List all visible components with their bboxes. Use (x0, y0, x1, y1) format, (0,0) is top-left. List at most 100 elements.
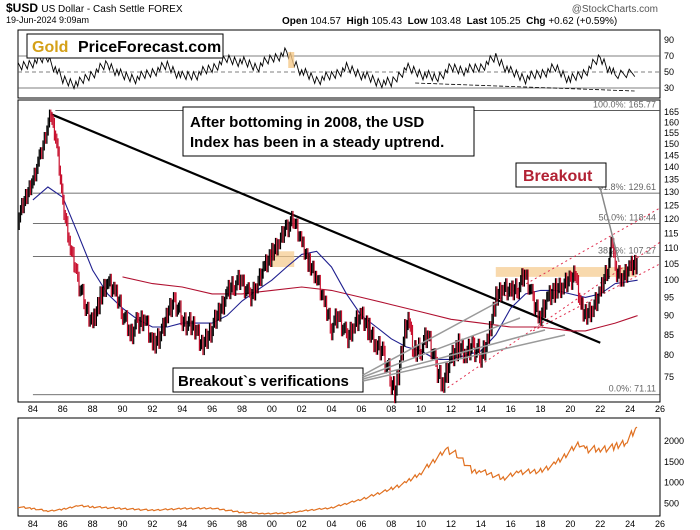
price-tick-label: 165 (664, 107, 679, 117)
year-tick-label: 88 (88, 404, 98, 414)
low-value: 103.48 (430, 16, 462, 27)
gold-tick-label: 1500 (664, 457, 684, 467)
year-tick-label: 92 (147, 404, 157, 414)
year-tick-label: 90 (118, 404, 128, 414)
last-label: Last (466, 16, 488, 27)
verifications-label: Breakout`s verifications (178, 373, 349, 390)
year-tick-label: 02 (297, 404, 307, 414)
year-tick-label: 10 (416, 404, 426, 414)
gold-tick-label: 1000 (664, 478, 684, 488)
resistance-zone (495, 267, 637, 277)
year-tick-label: 92 (147, 519, 157, 529)
fib-label: 0.0%: 71.11 (609, 384, 656, 394)
year-tick-label: 08 (386, 404, 396, 414)
verification-arrow-1 (362, 301, 499, 376)
rsi-tick-label: 90 (664, 35, 674, 45)
logo-box (26, 33, 224, 59)
high-value: 105.43 (371, 16, 403, 27)
year-tick-label: 20 (565, 519, 575, 529)
logo-priceforecast: PriceForecast.com (78, 39, 221, 56)
fib-label: 61.8%: 129.61 (598, 182, 656, 192)
price-tick-label: 105 (664, 259, 679, 269)
year-tick-label: 12 (446, 404, 456, 414)
last-value: 105.25 (489, 16, 521, 27)
year-tick-label: 84 (28, 404, 38, 414)
chg-label: Chg (526, 16, 546, 27)
verification-arrow-3 (362, 329, 546, 380)
year-tick-label: 06 (356, 519, 366, 529)
year-tick-label: 18 (536, 519, 546, 529)
year-tick-label: 12 (446, 519, 456, 529)
year-tick-label: 26 (655, 404, 665, 414)
year-tick-label: 08 (386, 519, 396, 529)
verification-arrows (362, 301, 566, 382)
year-tick-label: 00 (267, 404, 277, 414)
open-label: Open (282, 16, 308, 27)
year-tick-label: 04 (327, 519, 337, 529)
rsi-line (17, 46, 636, 90)
price-tick-label: 90 (664, 311, 674, 321)
year-tick-label: 14 (476, 519, 486, 529)
price-tick-label: 100 (664, 275, 679, 285)
fib-label: 100.0%: 165.77 (593, 99, 656, 109)
symbol: $USD (6, 1, 39, 15)
symbol-name: US Dollar - Cash Settle (41, 4, 145, 15)
rsi-tick-label: 50 (664, 67, 674, 77)
gold-line (17, 426, 638, 515)
price-tick-label: 135 (664, 174, 679, 184)
price-tick-label: 80 (664, 350, 674, 360)
year-tick-label: 10 (416, 519, 426, 529)
verification-arrow-4 (362, 334, 566, 382)
year-tick-label: 22 (595, 404, 605, 414)
price-tick-label: 140 (664, 162, 679, 172)
verifications-box (172, 367, 364, 393)
price-tick-label: 145 (664, 150, 679, 160)
year-tick-label: 00 (267, 519, 277, 529)
price-tick-label: 75 (664, 372, 674, 382)
year-tick-label: 20 (565, 404, 575, 414)
year-tick-label: 88 (88, 519, 98, 529)
chg-value: +0.62 (+0.59%) (548, 16, 618, 27)
open-value: 104.57 (310, 16, 341, 27)
trend-channel-lower (443, 241, 661, 391)
chart-header: $USD US Dollar - Cash Settle FOREX (6, 1, 183, 15)
gold-tick-label: 2000 (664, 436, 684, 446)
price-tick-label: 125 (664, 200, 679, 210)
rsi-divergence-line (415, 82, 635, 92)
breakout-box (515, 162, 607, 188)
year-tick-label: 96 (207, 519, 217, 529)
year-tick-label: 22 (595, 519, 605, 529)
price-tick-label: 110 (664, 243, 678, 253)
uptrend-annotation-box (182, 106, 475, 157)
ohlc-readout: Open 104.57 High 105.43 Low 103.48 Last … (282, 16, 617, 27)
breakout-arrow (599, 186, 620, 263)
year-tick-label: 86 (58, 404, 68, 414)
fib-label: 38.2%: 107.27 (598, 246, 656, 256)
uptrend-annotation-line1: After bottoming in 2008, the USD (190, 114, 424, 131)
year-tick-label: 84 (28, 519, 38, 529)
year-tick-label: 14 (476, 404, 486, 414)
price-tick-label: 155 (664, 128, 679, 138)
watermark: @StockCharts.com (571, 4, 658, 15)
long-term-trendline (50, 113, 601, 344)
year-tick-label: 24 (625, 404, 635, 414)
year-tick-label: 86 (58, 519, 68, 529)
year-tick-label: 94 (177, 404, 187, 414)
year-tick-label: 90 (118, 519, 128, 529)
price-tick-label: 85 (664, 330, 674, 340)
rsi-tick-label: 70 (664, 51, 674, 61)
price-tick-label: 150 (664, 139, 679, 149)
year-tick-label: 18 (536, 404, 546, 414)
low-label: Low (407, 16, 428, 27)
year-tick-label: 96 (207, 404, 217, 414)
year-tick-label: 16 (506, 519, 516, 529)
chart-date: 19-Jun-2024 9:09am (6, 15, 90, 25)
price-tick-label: 95 (664, 292, 674, 302)
year-tick-label: 26 (655, 519, 665, 529)
rsi-tick-label: 30 (664, 83, 674, 93)
price-tick-label: 115 (664, 228, 678, 238)
year-tick-label: 04 (327, 404, 337, 414)
rsi-highlight (288, 52, 295, 68)
